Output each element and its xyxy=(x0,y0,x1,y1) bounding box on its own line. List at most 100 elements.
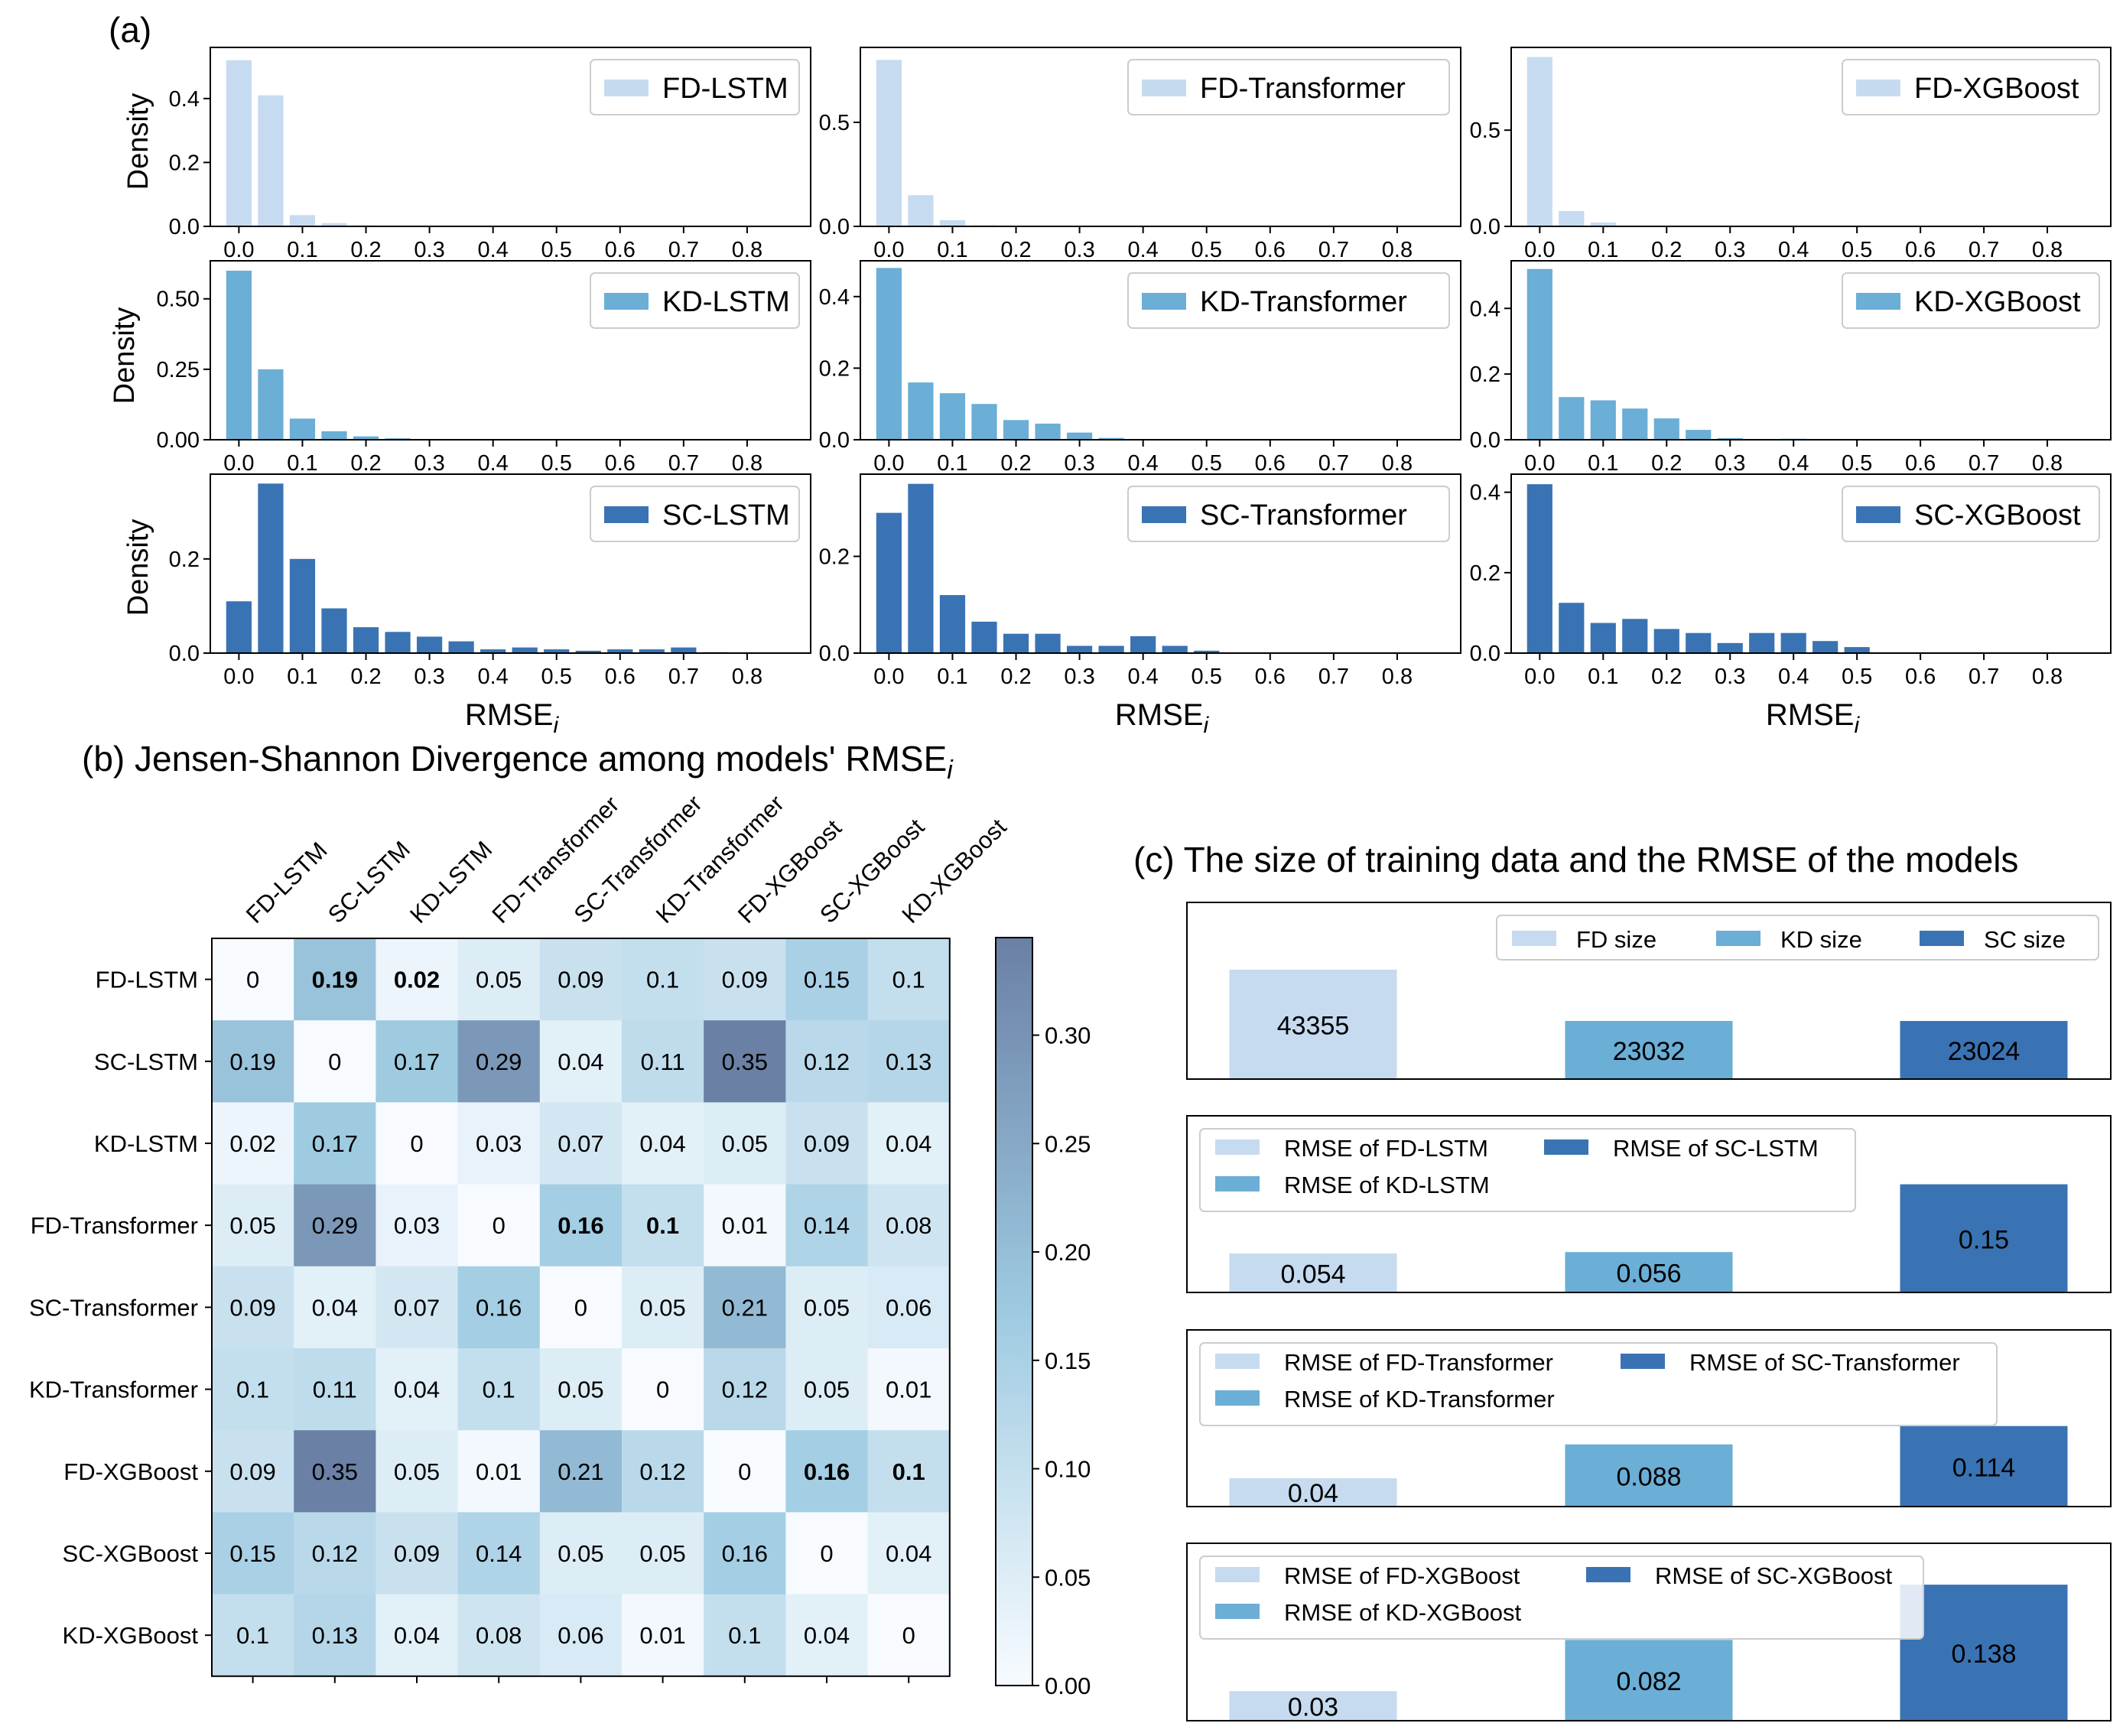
heatmap-cell-value: 0.03 xyxy=(476,1130,522,1157)
heatmap-cell xyxy=(294,1594,376,1677)
histogram-bar xyxy=(639,649,665,653)
x-tick-label: 0.6 xyxy=(1905,238,1936,262)
legend-box xyxy=(590,272,800,329)
heatmap-cell xyxy=(704,1020,786,1103)
x-tick-label: 0.1 xyxy=(937,451,967,476)
legend-box xyxy=(1199,1556,1924,1640)
heatmap-cell xyxy=(376,1266,459,1349)
heatmap-cell-value: 0.01 xyxy=(886,1377,931,1403)
x-tick-label: 0.7 xyxy=(668,665,699,689)
histogram-bar xyxy=(258,369,284,440)
x-tick-label: 0.3 xyxy=(1715,451,1745,476)
density-label-row3: Density xyxy=(122,519,154,616)
x-tick-label: 0.0 xyxy=(223,451,254,476)
heatmap-cell-value: 0.07 xyxy=(558,1130,603,1157)
x-tick-label: 0.1 xyxy=(1588,451,1618,476)
heatmap-cell xyxy=(622,1184,704,1267)
heatmap-cell xyxy=(704,1102,786,1185)
heatmap-cell xyxy=(294,1512,376,1595)
heatmap-cell-value: 0.35 xyxy=(312,1458,358,1485)
bar-panel-c-lstm: 0.054 0.056 0.15 RMSE of FD-LSTM RMSE of KD-… xyxy=(1186,1115,2112,1293)
x-tick-label: 0.2 xyxy=(350,451,381,476)
legend-label: SC-XGBoost xyxy=(1914,499,2081,532)
panel-b-title-sub: i xyxy=(947,756,954,785)
heatmap-cell xyxy=(376,1348,459,1431)
bar xyxy=(1229,1691,1397,1721)
x-tick-label: 0.0 xyxy=(1524,451,1555,476)
y-tick-label: 0.0 xyxy=(819,428,850,453)
heatmap-cell xyxy=(376,1430,459,1513)
x-tick-label: 0.2 xyxy=(350,665,381,689)
heatmap-cell-value: 0.04 xyxy=(886,1130,931,1157)
heatmap-cell-value: 0 xyxy=(738,1458,751,1485)
x-tick-label: 0.0 xyxy=(1524,238,1555,262)
x-tick-label: 0.2 xyxy=(1651,451,1682,476)
x-tick-label: 0.2 xyxy=(1000,451,1031,476)
heatmap-cell xyxy=(457,1512,541,1595)
plot-frame xyxy=(860,260,1461,441)
jsd-colorbar: 0.00 0.05 0.10 0.15 0.20 0.25 0.30 xyxy=(995,937,1091,1699)
histogram-bar xyxy=(353,627,379,653)
heatmap-cell xyxy=(622,1102,704,1185)
panel-b-title: (b) Jensen-Shannon Divergence among mode… xyxy=(82,739,954,785)
density-label-row1: Density xyxy=(122,93,154,190)
legend-label: RMSE of FD-LSTM xyxy=(1284,1135,1488,1162)
histogram-bar xyxy=(544,649,570,653)
x-tick-label: 0.7 xyxy=(1318,238,1349,262)
bar-value-label: 43355 xyxy=(1277,1011,1350,1040)
heatmap-col-label: SC-LSTM xyxy=(323,836,415,928)
xlabel-col2: RMSEi xyxy=(1115,698,1210,738)
heatmap-cell-value: 0.19 xyxy=(229,1048,275,1075)
heatmap-cell xyxy=(622,1348,704,1431)
heatmap-cell xyxy=(376,938,459,1021)
heatmap-row-label: KD-Transformer xyxy=(29,1377,198,1403)
heatmap-cell xyxy=(704,1594,786,1677)
legend-swatch xyxy=(1586,1567,1630,1582)
x-tick-label: 0.4 xyxy=(477,238,508,262)
heatmap-cell-value: 0.15 xyxy=(804,967,850,993)
histogram-bar xyxy=(1098,645,1124,653)
heatmap-row-label: KD-LSTM xyxy=(94,1130,198,1157)
x-tick-label: 0.8 xyxy=(2032,665,2063,689)
heatmap-cell xyxy=(785,1594,869,1677)
histogram-bar xyxy=(353,436,379,440)
x-tick-label: 0.4 xyxy=(1127,665,1158,689)
histogram-bar xyxy=(1717,437,1743,440)
x-tick-label: 0.7 xyxy=(1318,665,1349,689)
heatmap-cell-value: 0.09 xyxy=(229,1458,275,1485)
colorbar-bar xyxy=(995,937,1033,1686)
x-tick-label: 0.3 xyxy=(1715,665,1745,689)
heatmap-cell-value: 0.09 xyxy=(394,1540,440,1567)
legend-box xyxy=(1496,915,2099,961)
bar-value-label: 0.082 xyxy=(1616,1667,1681,1696)
heatmap-cell xyxy=(704,1430,786,1513)
plot-frame xyxy=(210,47,811,227)
heatmap-cell-value: 0.1 xyxy=(483,1377,515,1403)
x-tick-label: 0.6 xyxy=(1905,665,1936,689)
heatmap-cell-value: 0.02 xyxy=(394,967,440,993)
heatmap-cell xyxy=(539,1184,623,1267)
heatmap-cell xyxy=(785,1266,869,1349)
x-tick-label: 0.2 xyxy=(1651,238,1682,262)
heatmap-row-label: FD-Transformer xyxy=(31,1212,198,1239)
histogram-bar xyxy=(1622,408,1648,440)
legend-label: SC-Transformer xyxy=(1200,499,1407,532)
legend-label: RMSE of SC-Transformer xyxy=(1689,1349,1960,1376)
heatmap-cell xyxy=(294,1102,376,1185)
heatmap-cell xyxy=(704,1266,786,1349)
heatmap-cell-value: 0.13 xyxy=(312,1622,358,1649)
legend-label: FD size xyxy=(1576,926,1656,953)
heatmap-cell-value: 0.11 xyxy=(641,1048,685,1075)
heatmap-cell xyxy=(457,1184,541,1267)
heatmap-cell-value: 0.21 xyxy=(558,1458,603,1485)
heatmap-cell xyxy=(212,1348,294,1431)
legend-swatch xyxy=(1856,80,1900,96)
heatmap-row-label: SC-Transformer xyxy=(29,1294,198,1321)
heatmap-cell-value: 0.17 xyxy=(394,1048,440,1075)
x-tick-label: 0.2 xyxy=(1651,665,1682,689)
x-tick-label: 0.7 xyxy=(1318,451,1349,476)
bar-value-label: 0.114 xyxy=(1952,1453,2016,1482)
x-tick-label: 0.1 xyxy=(937,665,967,689)
histogram-bar xyxy=(1035,633,1061,653)
